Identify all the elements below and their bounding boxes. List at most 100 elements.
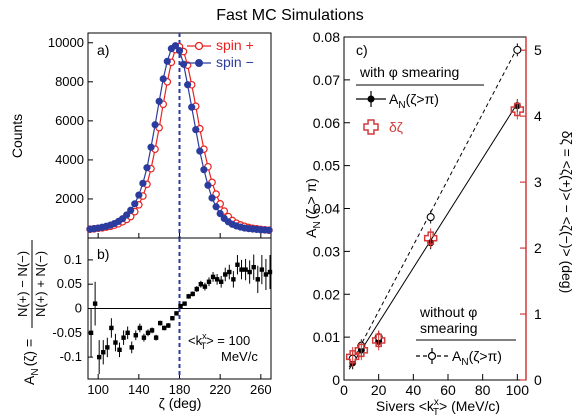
panel-c-label: c) [356, 42, 368, 58]
panel-a-y-tick-label: 6000 [55, 113, 84, 128]
panel-c-x-tick-label: 40 [406, 382, 422, 398]
panel-a-y-label: Counts [9, 114, 25, 158]
panel-c-y-tick-label: 0.08 [313, 29, 340, 45]
asymmetry-point [247, 269, 252, 275]
panel-c-y-tick-label: 0.06 [313, 115, 340, 131]
asymmetry-point [157, 320, 163, 326]
asymmetry-point [235, 262, 240, 267]
asymmetry-point [239, 267, 244, 272]
asymmetry-point [121, 335, 126, 340]
panel-b-asymmetry: -0.1 -0.05 0 0.05 0.1 100 140 180 220 260 b) ζ (… [15, 237, 273, 411]
asymmetry-point [92, 301, 98, 306]
asymmetry-point [182, 301, 187, 306]
panel-c-x-tick-label: 0 [340, 382, 348, 398]
spin-minus-point [143, 164, 151, 172]
panel-c-y2-tick-label: 1 [534, 306, 542, 322]
asymmetry-point [227, 269, 232, 275]
legend-spin-plus-marker [194, 41, 204, 51]
asymmetry-point [96, 354, 102, 360]
asymmetry-point [149, 328, 155, 333]
panel-c-legend-with-smearing: with φ smearing AN(ζ>π) δζ [356, 64, 484, 135]
asymmetry-point [162, 325, 167, 331]
panel-c-x-ticks: 0 20 40 60 80 100 [340, 374, 529, 398]
asymmetry-point [202, 284, 208, 289]
legend-an-without-marker [427, 351, 437, 361]
panel-b-y-tick-label: 0 [75, 301, 82, 316]
asymmetry-point [129, 345, 134, 350]
panel-c-x-tick-label: 60 [440, 382, 456, 398]
panel-c-series [345, 43, 525, 370]
panel-b-annotation-line2: MeV/c [221, 349, 258, 364]
panel-c-y2-label: δζ = <ζ(+)> − <ζ(−)> (deg) [559, 131, 575, 294]
panel-b-x-tick-label: 100 [87, 382, 109, 397]
panel-c-y-tick-label: 0.07 [313, 72, 340, 88]
legend-delta-zeta-label: δζ [389, 119, 403, 135]
panel-b-y-tick-label: -0.05 [52, 325, 82, 340]
delta-zeta-legend-cross [363, 119, 379, 135]
asymmetry-point [210, 274, 216, 280]
panel-c-y2-tick-label: 2 [534, 240, 542, 256]
spin-minus-point [175, 46, 184, 55]
asymmetry-point [145, 330, 151, 336]
asymmetry-point [113, 340, 118, 345]
spin-minus-point [216, 209, 224, 218]
figure-title: Fast MC Simulations [216, 7, 364, 24]
panel-c-y2-ticks: 0 1 2 3 4 5 [520, 42, 542, 388]
panel-c-x-tick-label: 20 [371, 382, 387, 398]
delta-zeta-point [423, 231, 438, 245]
spin-minus-point [188, 103, 196, 111]
asymmetry-series [88, 254, 273, 375]
panel-c-y-label: AN(ζ > π) [303, 178, 323, 238]
spin-minus-point [184, 81, 192, 89]
panel-b-y-label-denominator: N(+) + N(−) [33, 251, 48, 317]
panel-c-y-tick-label: 0.05 [313, 158, 340, 174]
delta-zeta-point [354, 343, 369, 358]
asymmetry-point [190, 291, 195, 297]
asymmetry-point [194, 286, 199, 292]
panel-b-y-tick-label: -0.1 [60, 349, 82, 364]
spin-minus-point [208, 194, 216, 202]
panel-a-y-ticks: 2000 4000 6000 8000 10000 [48, 35, 93, 206]
asymmetry-point [214, 277, 220, 282]
spin-minus-point [123, 211, 131, 219]
panel-a-label: a) [97, 42, 109, 58]
asymmetry-point [186, 294, 191, 299]
spin-minus-point [204, 181, 212, 189]
spin-minus-point [163, 57, 171, 65]
panel-b-x-tick-label: 180 [169, 382, 191, 397]
panel-c-y2-tick-label: 4 [534, 108, 542, 124]
spin-minus-point [200, 166, 208, 174]
delta-zeta-point [510, 102, 525, 117]
asymmetry-point [263, 272, 269, 277]
asymmetry-point [153, 335, 159, 340]
asymmetry-point [267, 269, 273, 275]
panel-a-y-tick-label: 4000 [55, 152, 84, 167]
legend-spin-minus-marker [195, 59, 203, 67]
panel-b-annotation-line1: <kx T> = 100 [188, 331, 250, 351]
legend-without-smearing-line1: without φ [419, 304, 477, 320]
an-without-smearing-point [426, 213, 435, 222]
legend-without-smearing-line2: smearing [420, 320, 478, 336]
panel-a-y-tick-label: 2000 [55, 191, 84, 206]
asymmetry-point [133, 333, 138, 338]
asymmetry-point [243, 267, 248, 272]
panel-c-y2-tick-label: 3 [534, 174, 542, 190]
asymmetry-point [198, 281, 204, 287]
legend-spin-minus-label: spin − [216, 54, 254, 70]
panel-b-y-tick-label: 0.1 [64, 252, 82, 267]
panel-c-y-tick-label: 0.04 [313, 201, 340, 217]
delta-zeta-point [371, 333, 386, 348]
asymmetry-point [170, 316, 175, 321]
spin-minus-point [131, 200, 139, 208]
asymmetry-point [101, 350, 106, 355]
legend-an-without-label: AN(ζ>π) [452, 348, 502, 368]
legend-with-smearing-title: with φ smearing [359, 64, 459, 80]
panel-b-label: b) [97, 246, 109, 262]
panel-c-y2-tick-label: 5 [534, 42, 542, 58]
panel-c-y2-tick-label: 0 [534, 372, 542, 388]
spin-minus-point [179, 60, 188, 68]
spin-minus-point [171, 42, 180, 50]
legend-an-with-label: AN(ζ>π) [389, 91, 439, 111]
spin-minus-point [159, 75, 167, 83]
